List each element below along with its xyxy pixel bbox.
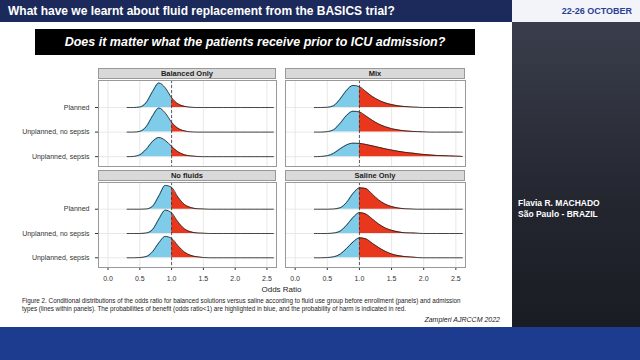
html-text:Saline Only: Saline Only — [354, 171, 396, 180]
html-text:22-26 OCTOBER: 22-26 OCTOBER — [561, 6, 632, 16]
svg-text:Planned: Planned — [64, 104, 90, 111]
html-text:Mix: Mix — [368, 69, 382, 78]
html-text:Odds Ratio: Odds Ratio — [261, 285, 302, 294]
svg-text:2.5: 2.5 — [262, 275, 272, 282]
svg-text:1.0: 1.0 — [355, 275, 365, 282]
html-text:Flavia R. MACHADO: Flavia R. MACHADO — [518, 198, 600, 208]
svg-text:Planned: Planned — [64, 205, 90, 212]
svg-text:Unplanned, sepsis: Unplanned, sepsis — [32, 153, 90, 161]
svg-text:0.5: 0.5 — [135, 275, 145, 282]
html-text:What have we learnt about flui: What have we learnt about fluid replacem… — [8, 4, 395, 18]
svg-text:Unplanned, no sepsis: Unplanned, no sepsis — [22, 230, 90, 238]
html-text:Balanced Only: Balanced Only — [160, 69, 213, 78]
html-text:Does it matter what the patien: Does it matter what the patients receive… — [64, 35, 446, 49]
html-text:Figure 2. Conditional distribu: Figure 2. Conditional distributions of t… — [22, 297, 461, 312]
svg-text:1.5: 1.5 — [387, 275, 397, 282]
svg-text:2.5: 2.5 — [451, 275, 461, 282]
svg-text:2.0: 2.0 — [419, 275, 429, 282]
svg-text:1.0: 1.0 — [167, 275, 177, 282]
svg-text:0.0: 0.0 — [103, 275, 113, 282]
html-text:São Paulo - BRAZIL: São Paulo - BRAZIL — [518, 209, 598, 219]
svg-text:0.5: 0.5 — [322, 275, 332, 282]
svg-text:Unplanned, no sepsis: Unplanned, no sepsis — [22, 128, 90, 136]
svg-text:2.0: 2.0 — [230, 275, 240, 282]
svg-text:Unplanned, sepsis: Unplanned, sepsis — [32, 254, 90, 262]
html-text:Zampieri AJRCCM 2022: Zampieri AJRCCM 2022 — [424, 316, 500, 323]
svg-text:0.0: 0.0 — [290, 275, 300, 282]
svg-text:1.5: 1.5 — [199, 275, 209, 282]
html-text:No fluids: No fluids — [171, 171, 203, 180]
